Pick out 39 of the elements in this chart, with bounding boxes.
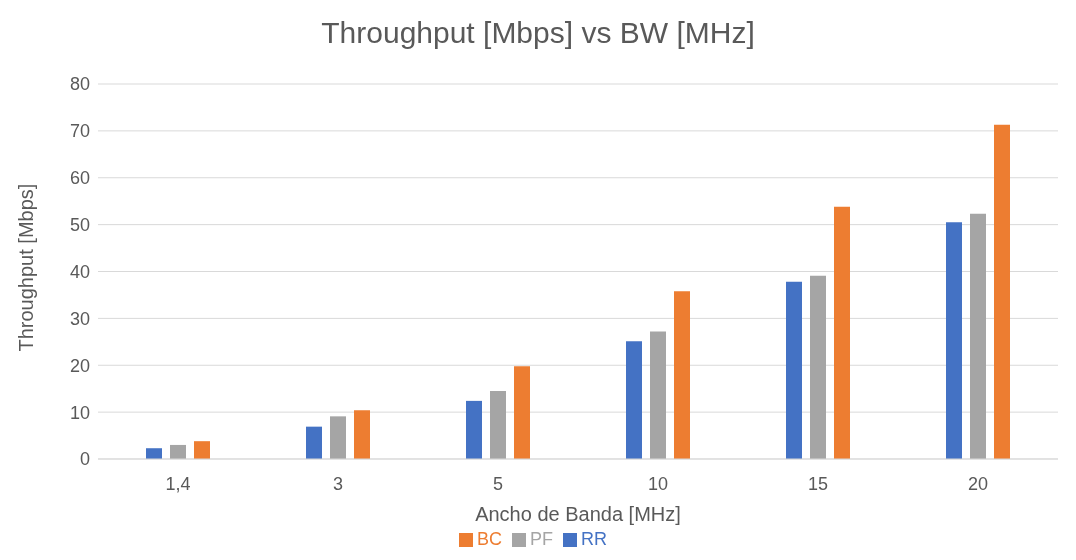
- bar: [810, 275, 826, 459]
- y-tick-label: 60: [69, 168, 90, 189]
- bar: [674, 291, 690, 459]
- bar: [330, 416, 346, 459]
- x-tick-label: 5: [492, 473, 504, 494]
- bar: [970, 213, 986, 459]
- legend-label: RR: [581, 529, 608, 549]
- chart-title: Throughput [Mbps] vs BW [MHz]: [320, 15, 756, 51]
- x-tick-label: 20: [967, 473, 989, 494]
- x-tick-label: 1,4: [165, 473, 191, 494]
- y-tick-label: 50: [69, 215, 90, 236]
- x-axis-title: Ancho de Banda [MHz]: [475, 503, 681, 525]
- y-tick-label: 10: [69, 402, 90, 423]
- bar: [650, 331, 666, 459]
- bar: [626, 341, 642, 459]
- y-tick-label: 20: [69, 355, 90, 376]
- bar: [170, 444, 186, 459]
- bar: [514, 366, 530, 459]
- y-tick-label: 70: [69, 121, 90, 142]
- bar: [306, 426, 322, 459]
- bar: [194, 441, 210, 459]
- legend-label: BC: [476, 529, 502, 549]
- y-tick-label: 80: [69, 74, 90, 95]
- y-tick-label: 0: [79, 449, 90, 470]
- bar: [994, 124, 1010, 459]
- bar: [146, 448, 162, 459]
- y-tick-label: 30: [69, 308, 90, 329]
- legend-label: PF: [530, 529, 554, 549]
- x-tick-label: 15: [807, 473, 829, 494]
- bar: [466, 400, 482, 459]
- y-axis-title: Throughput [Mbps]: [15, 183, 38, 352]
- bar: [786, 281, 802, 459]
- bar: [490, 391, 506, 459]
- bar: [834, 206, 850, 459]
- bar: [354, 410, 370, 459]
- bar: [946, 222, 962, 459]
- x-tick-label: 10: [647, 473, 669, 494]
- x-tick-label: 3: [332, 473, 344, 494]
- y-tick-label: 40: [69, 261, 90, 282]
